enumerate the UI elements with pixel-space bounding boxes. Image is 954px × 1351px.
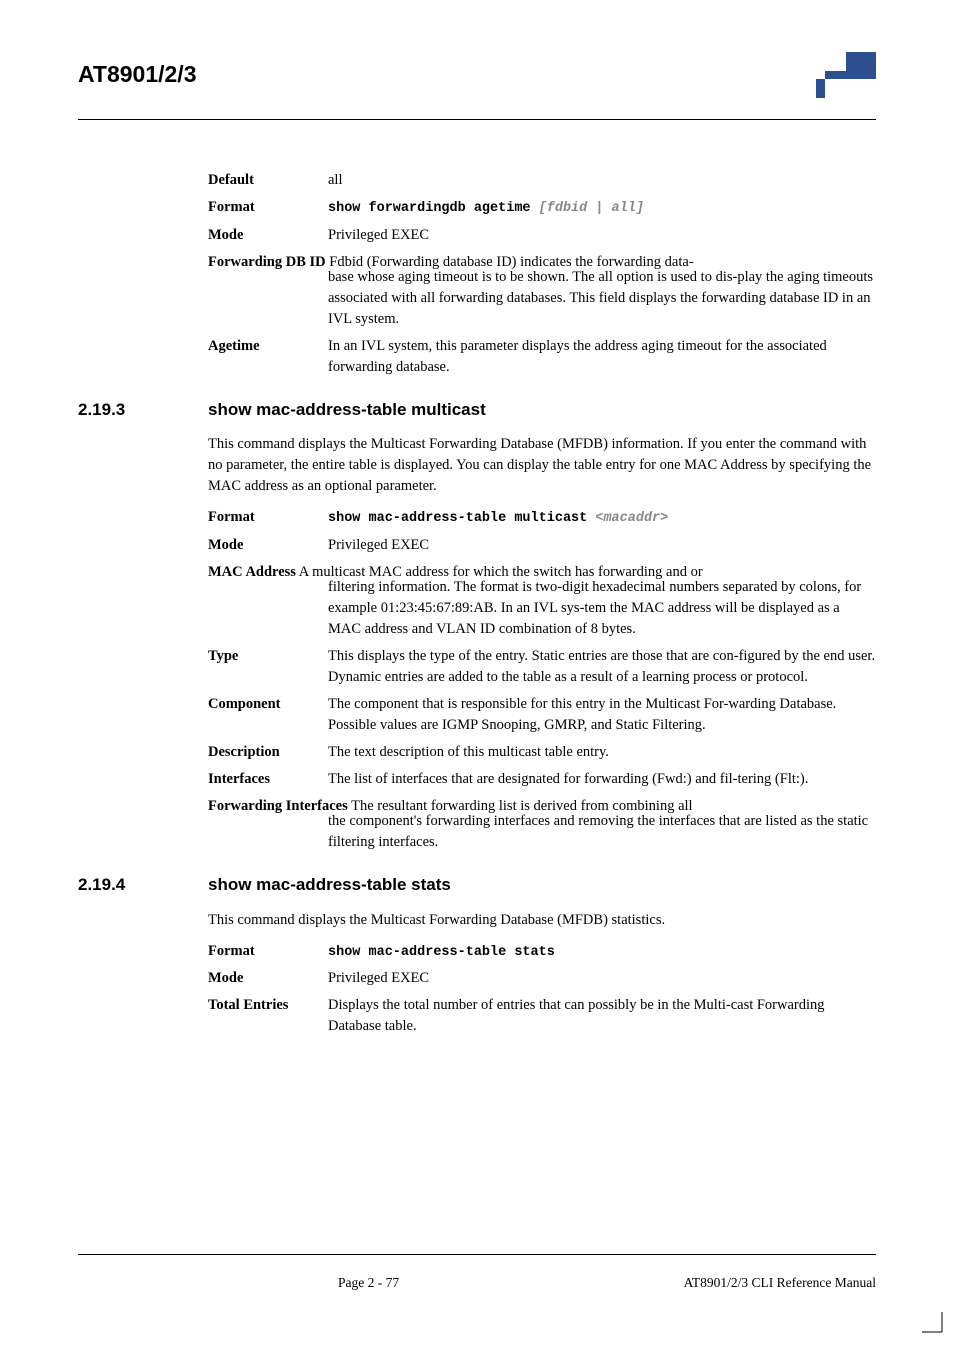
def-row: Type This displays the type of the entry… [208, 646, 876, 688]
def-row: Format show forwardingdb agetime [fdbid … [208, 197, 876, 219]
def: Displays the total number of entries tha… [328, 995, 876, 1037]
term: Description [208, 742, 328, 763]
term: Forwarding Interfaces [208, 798, 348, 814]
term: Interfaces [208, 769, 328, 790]
page-number: Page 2 - 77 [338, 1273, 399, 1293]
term: Format [208, 197, 328, 219]
def: Privileged EXEC [328, 968, 876, 989]
def: show mac-address-table stats [328, 941, 876, 963]
def: Privileged EXEC [328, 535, 876, 556]
code: show mac-address-table stats [328, 945, 555, 960]
term: Mode [208, 535, 328, 556]
def: In an IVL system, this parameter display… [328, 336, 876, 378]
def: This displays the type of the entry. Sta… [328, 646, 876, 688]
term: Mode [208, 968, 328, 989]
code-arg: <macaddr> [587, 511, 668, 526]
section-number: 2.19.3 [78, 398, 208, 423]
main-content: Default all Format show forwardingdb age… [78, 170, 876, 1037]
def: show forwardingdb agetime [fdbid | all] [328, 197, 876, 219]
def: The list of interfaces that are designat… [328, 769, 876, 790]
def-row: Format show mac-address-table multicast … [208, 507, 876, 529]
term: Component [208, 694, 328, 736]
def-continuation: filtering information. The format is two… [208, 577, 876, 640]
footer-row: Page 2 - 77 AT8901/2/3 CLI Reference Man… [78, 1273, 876, 1293]
code: show forwardingdb agetime [328, 201, 531, 216]
def-row: Description The text description of this… [208, 742, 876, 763]
def-continuation: base whose aging timeout is to be shown.… [208, 267, 876, 330]
section-heading: 2.19.3 show mac-address-table multicast [78, 398, 876, 423]
term: Format [208, 507, 328, 529]
def-row: Mode Privileged EXEC [208, 535, 876, 556]
page-header: AT8901/2/3 [78, 58, 876, 105]
term: Forwarding DB ID [208, 254, 326, 270]
footer-rule [78, 1254, 876, 1255]
code: show mac-address-table multicast [328, 511, 587, 526]
def-continuation: the component's forwarding interfaces an… [208, 811, 876, 853]
section-title: show mac-address-table stats [208, 873, 451, 898]
term: Type [208, 646, 328, 688]
def-row: Total Entries Displays the total number … [208, 995, 876, 1037]
logo-icon [816, 52, 876, 105]
def-row: Agetime In an IVL system, this parameter… [208, 336, 876, 378]
section-intro: This command displays the Multicast Forw… [208, 434, 876, 497]
doc-title: AT8901/2/3 [78, 58, 196, 91]
section-heading: 2.19.4 show mac-address-table stats [78, 873, 876, 898]
def-row: Format show mac-address-table stats [208, 941, 876, 963]
term: Format [208, 941, 328, 963]
header-rule [78, 119, 876, 120]
term: Total Entries [208, 995, 328, 1037]
crop-mark-icon [922, 1312, 948, 1345]
def: The component that is responsible for th… [328, 694, 876, 736]
def-row: Component The component that is responsi… [208, 694, 876, 736]
term: Mode [208, 225, 328, 246]
def-row: Mode Privileged EXEC [208, 968, 876, 989]
term: MAC Address [208, 564, 296, 580]
term: Agetime [208, 336, 328, 378]
def: all [328, 170, 876, 191]
section-title: show mac-address-table multicast [208, 398, 486, 423]
def: show mac-address-table multicast <macadd… [328, 507, 876, 529]
page-footer: Page 2 - 77 AT8901/2/3 CLI Reference Man… [78, 1254, 876, 1293]
section-number: 2.19.4 [78, 873, 208, 898]
manual-title: AT8901/2/3 CLI Reference Manual [684, 1273, 876, 1293]
def-row: Default all [208, 170, 876, 191]
def: Privileged EXEC [328, 225, 876, 246]
def: The text description of this multicast t… [328, 742, 876, 763]
def-row: Mode Privileged EXEC [208, 225, 876, 246]
section-intro: This command displays the Multicast Forw… [208, 910, 876, 931]
code-arg: [fdbid | all] [531, 201, 644, 216]
term: Default [208, 170, 328, 191]
def-row: Interfaces The list of interfaces that a… [208, 769, 876, 790]
